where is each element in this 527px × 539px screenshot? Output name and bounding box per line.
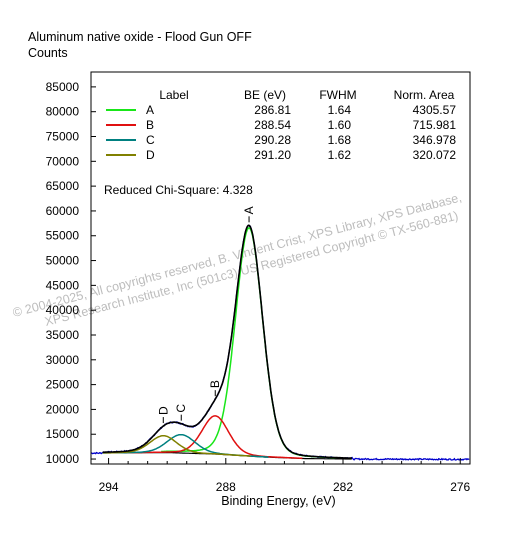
y-tick-label: 55000 <box>46 229 80 243</box>
legend-be: 286.81 <box>254 103 291 117</box>
x-tick-label: 288 <box>216 480 236 494</box>
y-tick-label: 20000 <box>46 402 80 416</box>
y-tick-label: 60000 <box>46 204 80 218</box>
chi-square-label: Reduced Chi-Square: 4.328 <box>104 183 253 197</box>
envelope-line <box>102 224 352 459</box>
y-axis-label: Counts <box>28 46 68 60</box>
y-tick-label: 40000 <box>46 303 80 317</box>
peak-label: C <box>174 404 188 413</box>
legend-label: C <box>146 133 155 147</box>
plot-frame <box>90 71 471 465</box>
watermark-line: XPS Research Institute, Inc (501c3) US R… <box>43 209 459 329</box>
legend-fwhm: 1.62 <box>328 148 352 162</box>
plot-area: A B CD <box>90 206 470 461</box>
y-tick-label: 45000 <box>46 278 80 292</box>
legend-label: A <box>146 103 154 117</box>
peak-d-line <box>102 434 251 457</box>
legend-fwhm: 1.64 <box>328 103 352 117</box>
legend-header: Label <box>159 88 188 102</box>
chart-title: Aluminum native oxide - Flood Gun OFF <box>28 30 252 44</box>
legend-label: B <box>146 118 154 132</box>
x-tick-label: 294 <box>99 480 119 494</box>
peak-label: D <box>156 406 170 415</box>
legend-be: 288.54 <box>254 118 291 132</box>
legend-area: 4305.57 <box>413 103 457 117</box>
copyright-watermark: © 2004-2025, All copyrights reserved, B.… <box>11 190 463 329</box>
y-tick-label: 35000 <box>46 328 80 342</box>
legend: Label BE (eV) FWHM Norm. Area A 286.81 1.64 430… <box>106 88 456 162</box>
x-tick-label: 282 <box>333 480 353 494</box>
y-tick-label: 30000 <box>46 353 80 367</box>
legend-fwhm: 1.68 <box>328 133 352 147</box>
y-tick-label: 50000 <box>46 254 80 268</box>
x-axis-label: Binding Energy, (eV) <box>221 494 336 508</box>
y-tick-label: 85000 <box>46 80 80 94</box>
legend-header: BE (eV) <box>244 88 286 102</box>
peak-b-line <box>127 415 303 460</box>
y-tick-label: 70000 <box>46 154 80 168</box>
legend-header: FWHM <box>319 88 356 102</box>
legend-area: 346.978 <box>413 133 457 147</box>
legend-header: Norm. Area <box>394 88 455 102</box>
y-tick-label: 75000 <box>46 130 80 144</box>
y-tick-label: 10000 <box>46 452 80 466</box>
legend-area: 320.072 <box>413 148 457 162</box>
y-tick-label: 25000 <box>46 378 80 392</box>
y-tick-label: 65000 <box>46 179 80 193</box>
legend-area: 715.981 <box>413 118 457 132</box>
legend-be: 291.20 <box>254 148 291 162</box>
legend-be: 290.28 <box>254 133 291 147</box>
x-tick-label: 276 <box>450 480 470 494</box>
y-tick-label: 80000 <box>46 105 80 119</box>
legend-label: D <box>146 148 155 162</box>
y-tick-label: 15000 <box>46 427 80 441</box>
legend-fwhm: 1.60 <box>328 118 352 132</box>
axes: 10000 15000 20000 25000 30000 35000 40000 45000… <box>46 80 471 494</box>
peak-label: A <box>242 206 256 214</box>
peak-label: B <box>208 380 222 388</box>
